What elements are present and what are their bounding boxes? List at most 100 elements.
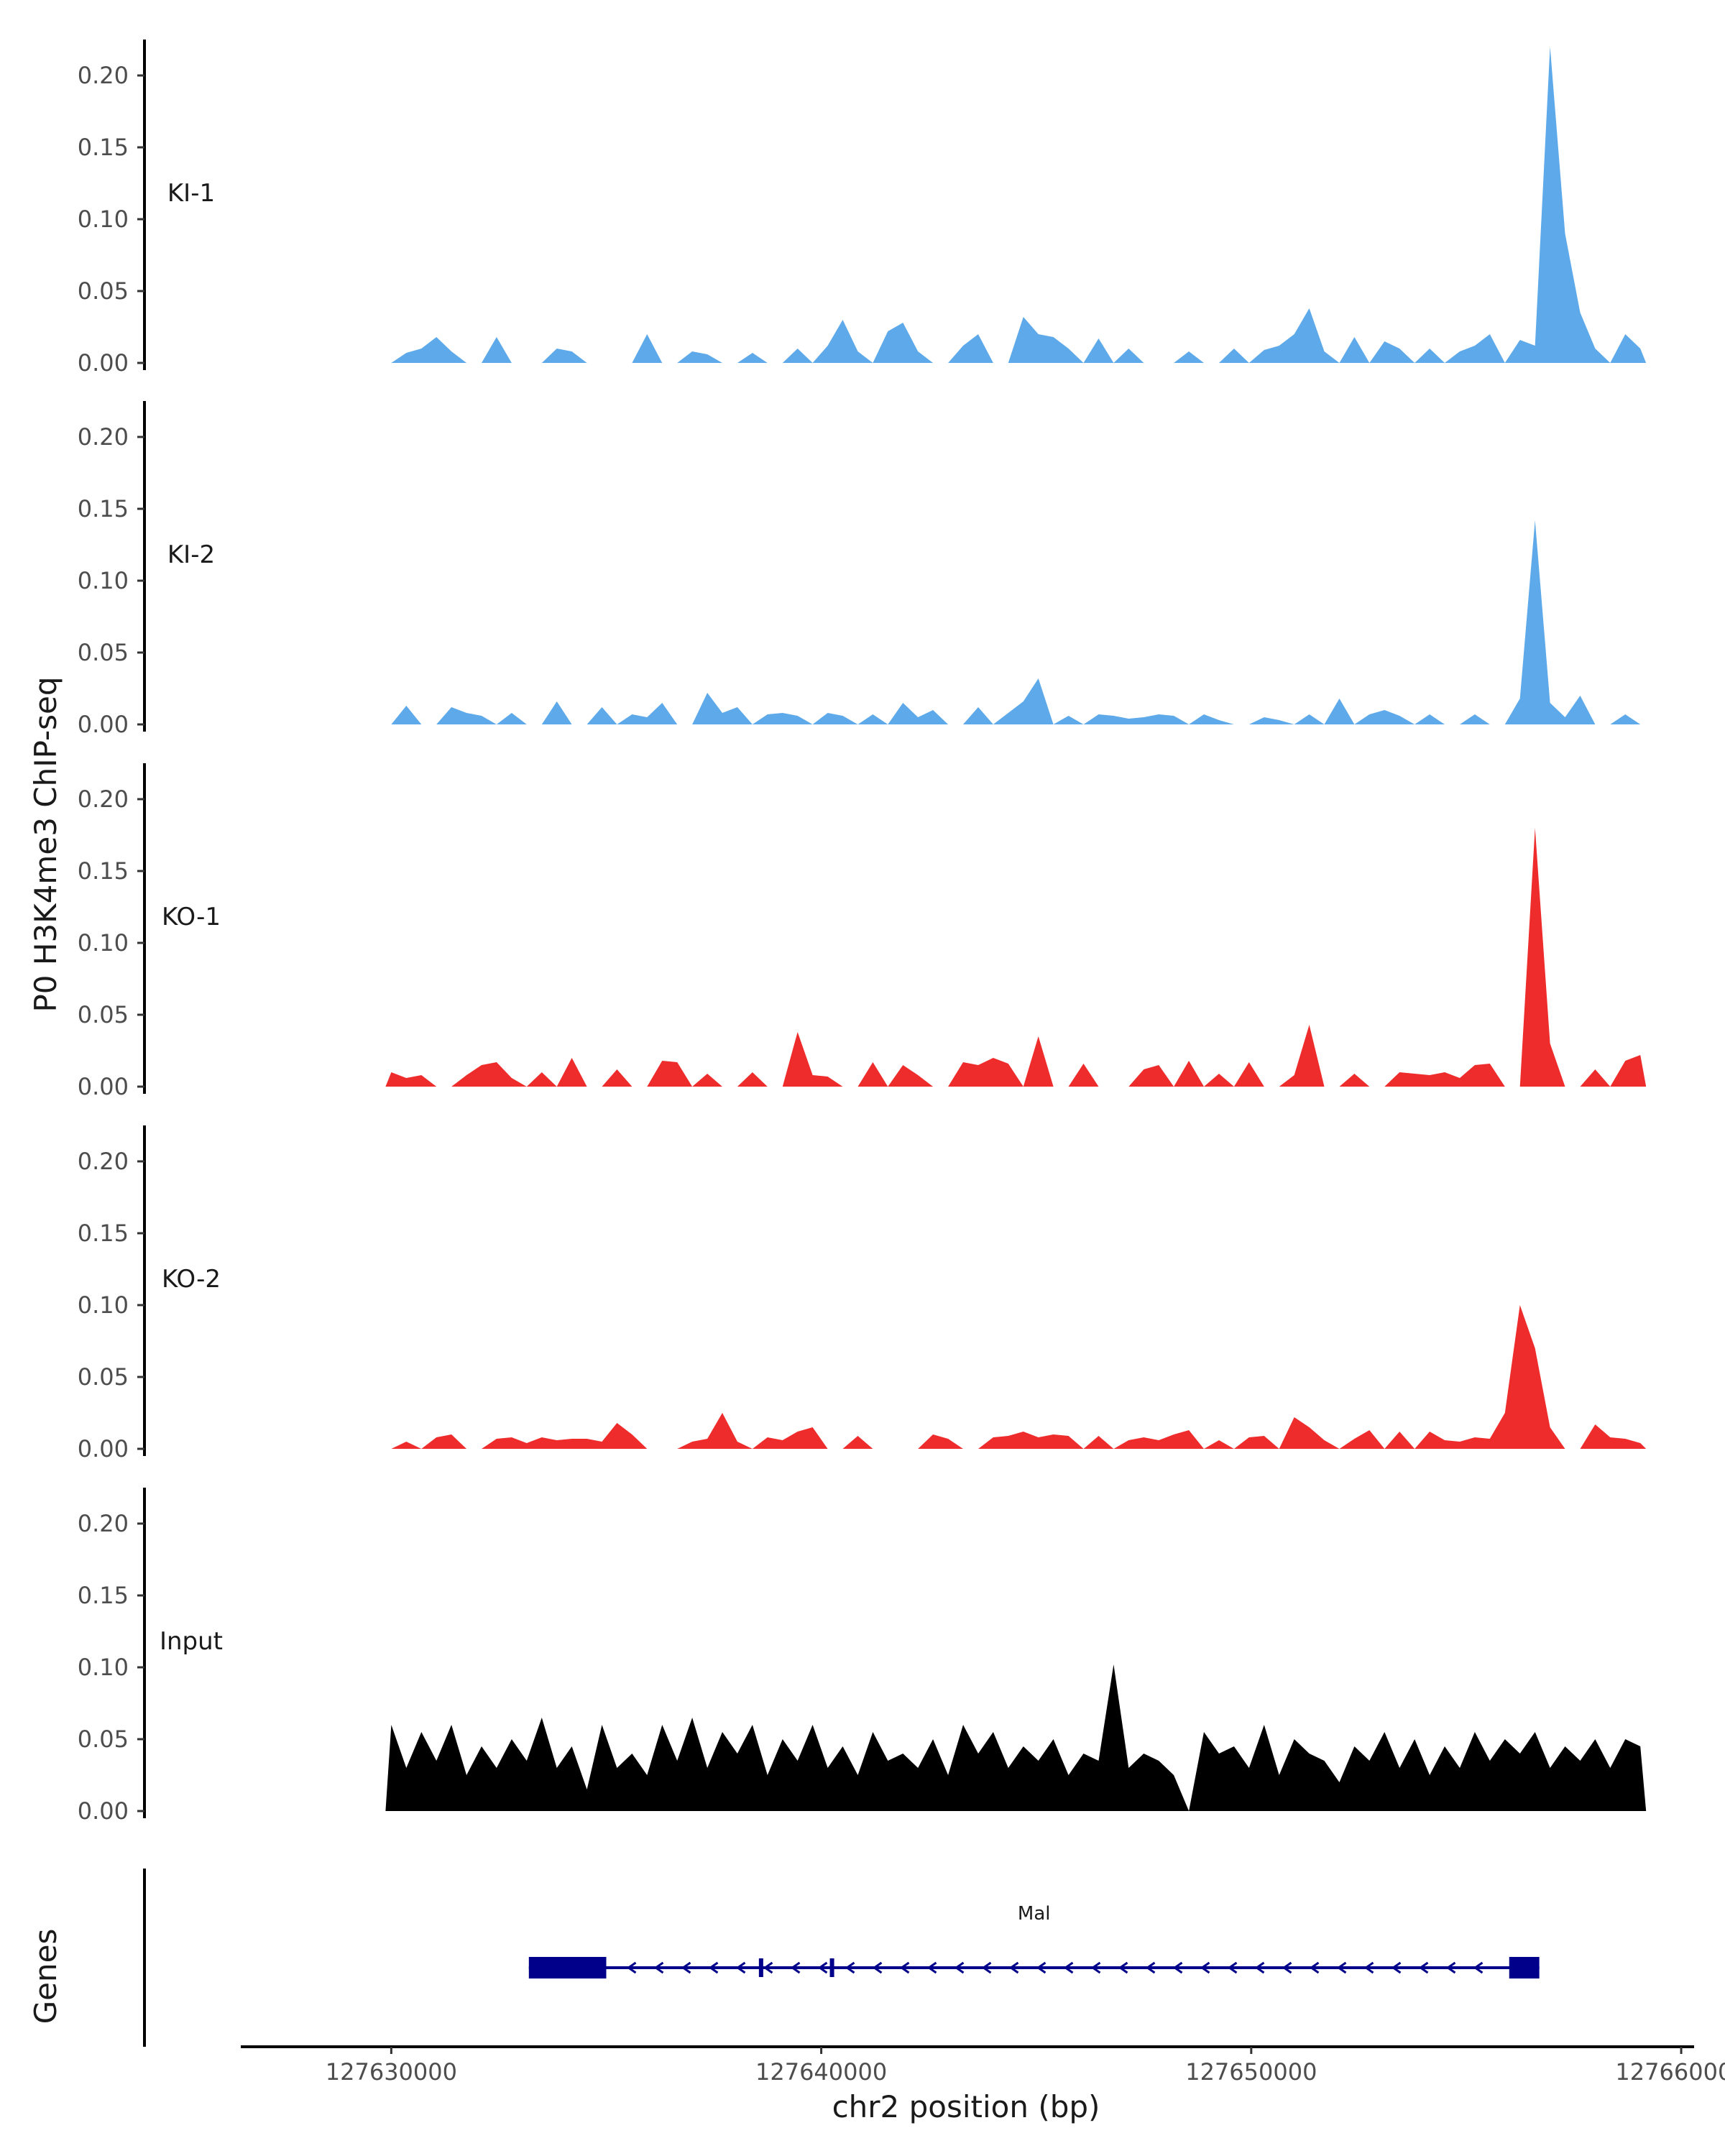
signal-peak-ki-2 (1504, 520, 1596, 724)
signal-peak-ki-1 (1083, 338, 1114, 363)
signal-peak-ki-1 (1219, 349, 1249, 363)
signal-peak-input (385, 1664, 1190, 1811)
signal-peak-ki-2 (963, 707, 993, 724)
track-label-ki-1: KI-1 (167, 179, 215, 208)
y-tick-label: 0.20 (78, 1148, 129, 1175)
signal-peak-ki-2 (1610, 714, 1641, 724)
strand-arrow (872, 1961, 883, 1974)
signal-peak-ki-2 (496, 713, 527, 724)
y-axis-title: P0 H3K4me3 ChIP-seq (28, 676, 63, 1012)
track-ko-2: 0.00 0.05 0.10 0.15 0.20 KO-2 (78, 1125, 1647, 1462)
signal-peak-ki-2 (1460, 714, 1490, 724)
signal-peak-ki-1 (737, 353, 768, 363)
strand-arrow (926, 1961, 937, 1974)
signal-peak-ko-1 (1384, 1064, 1505, 1087)
signal-peak-ki-1 (812, 320, 873, 363)
gene-exon (758, 1958, 763, 1977)
signal-peak-ki-2 (617, 703, 678, 724)
signal-peak-ko-1 (888, 1065, 934, 1087)
signal-peak-ko-1 (1204, 1074, 1234, 1087)
signal-peak-ko-1 (602, 1069, 632, 1087)
track-label-ko-2: KO-2 (162, 1265, 221, 1294)
signal-peak-ki-2 (436, 707, 497, 724)
signal-peak-ko-2 (1414, 1305, 1565, 1449)
signal-peak-ko-2 (752, 1427, 828, 1449)
y-tick-label: 0.05 (78, 277, 129, 305)
track-ko-1: 0.00 0.05 0.10 0.15 0.20 KO-1 (78, 763, 1647, 1100)
signal-peak-ki-1 (1504, 47, 1611, 363)
signal-peak-ki-2 (1414, 714, 1445, 724)
signal-peak-ko-2 (482, 1423, 648, 1449)
signal-peak-ko-1 (1233, 1062, 1264, 1087)
signal-peak-ko-2 (1279, 1417, 1340, 1449)
y-tick-label: 0.20 (78, 62, 129, 89)
signal-peak-ki-1 (782, 349, 813, 363)
signal-peak-ko-1 (692, 1074, 722, 1087)
signal-peak-ko-2 (677, 1413, 753, 1449)
signal-peak-ko-2 (918, 1434, 963, 1449)
strand-arrow (1418, 1961, 1429, 1974)
strand-arrow (845, 1961, 855, 1974)
signal-peak-ko-1 (1580, 1069, 1611, 1087)
signal-peak-ki-1 (1248, 308, 1340, 363)
signal-peak-ko-1 (737, 1072, 768, 1087)
strand-arrow (1090, 1961, 1101, 1974)
signal-peak-ki-2 (586, 707, 617, 724)
signal-peak-ko-2 (978, 1432, 1084, 1449)
x-tick-label: 127630000 (326, 2058, 457, 2086)
signal-peak-ko-1 (647, 1061, 693, 1087)
y-tick-label: 0.10 (78, 1291, 129, 1319)
y-tick-label: 0.20 (78, 423, 129, 451)
y-tick-label: 0.20 (78, 1510, 129, 1537)
signal-peak-ki-1 (1174, 351, 1204, 363)
gene-exon (829, 1958, 834, 1977)
y-tick-label: 0.05 (78, 1001, 129, 1028)
signal-peak-ki-1 (1008, 317, 1084, 363)
y-tick-label: 0.05 (78, 1726, 129, 1753)
y-tick-label: 0.00 (78, 1435, 129, 1462)
y-tick-label: 0.10 (78, 567, 129, 594)
signal-peak-ko-1 (1128, 1065, 1174, 1087)
signal-peak-ko-1 (782, 1032, 843, 1087)
track-ki-1: 0.00 0.05 0.10 0.15 0.20 KI-1 (78, 40, 1647, 377)
strand-arrow (1036, 1961, 1046, 1974)
y-tick-label: 0.10 (78, 206, 129, 233)
track-label-input: Input (160, 1627, 223, 1656)
y-tick-label: 0.00 (78, 1073, 129, 1100)
y-tick-label: 0.20 (78, 786, 129, 813)
signal-peak-input (1189, 1725, 1647, 1811)
strand-arrow (735, 1961, 746, 1974)
strand-arrow (1227, 1961, 1238, 1974)
gene-name-label: Mal (1018, 1903, 1051, 1925)
strand-arrow (1363, 1961, 1374, 1974)
strand-arrow (899, 1961, 910, 1974)
signal-peak-ko-1 (385, 1072, 437, 1087)
strand-arrow (981, 1961, 992, 1974)
strand-arrow (1145, 1961, 1156, 1974)
signal-peak-ko-1 (1339, 1074, 1370, 1087)
signal-peak-ki-1 (1445, 334, 1505, 363)
x-axis: 127630000 127640000 127650000 127660000 (241, 2045, 1725, 2086)
y-tick-label: 0.15 (78, 1582, 129, 1609)
signal-peak-ki-1 (1610, 334, 1647, 363)
strand-arrow (1445, 1961, 1456, 1974)
strand-arrow (1391, 1961, 1402, 1974)
signal-peak-ki-1 (541, 349, 587, 363)
signal-peak-ki-2 (752, 713, 813, 724)
signal-peak-ki-1 (632, 334, 663, 363)
strand-arrow (681, 1961, 691, 1974)
signal-peak-ko-1 (556, 1058, 587, 1087)
strand-arrow (1254, 1961, 1265, 1974)
signal-peak-ko-2 (1083, 1436, 1114, 1449)
strand-arrow (1473, 1961, 1484, 1974)
signal-peak-ko-1 (1279, 1025, 1325, 1087)
signal-peak-ko-1 (526, 1072, 557, 1087)
y-tick-label: 0.15 (78, 1220, 129, 1247)
signal-peak-ko-1 (1519, 828, 1565, 1087)
signal-peak-ko-1 (451, 1062, 527, 1087)
strand-arrow (954, 1961, 965, 1974)
x-tick-label: 127660000 (1615, 2058, 1725, 2086)
signal-peak-ki-2 (391, 706, 422, 724)
strand-arrow (1336, 1961, 1347, 1974)
